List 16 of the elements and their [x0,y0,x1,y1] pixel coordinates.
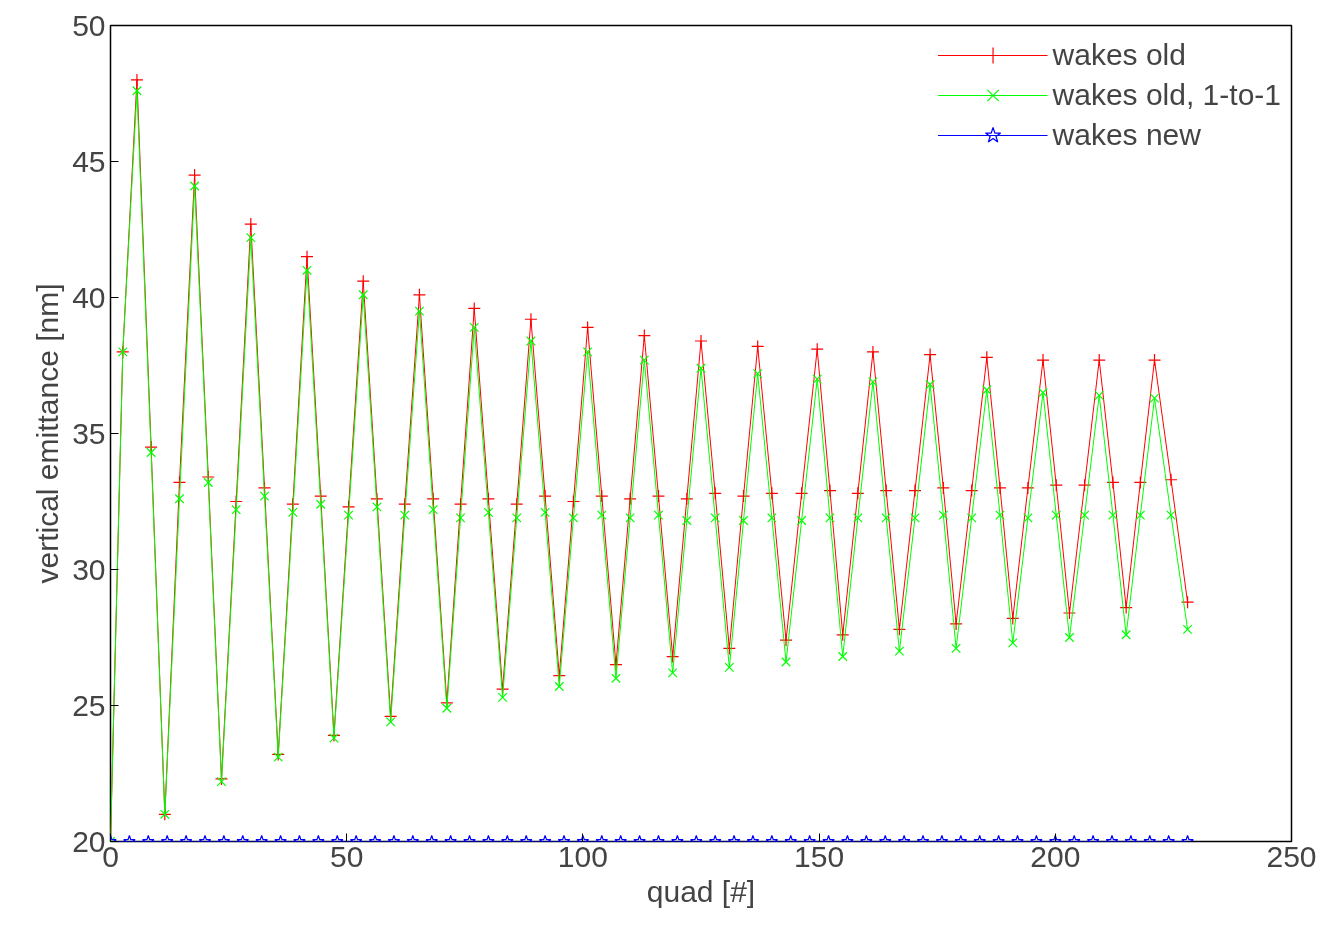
x-axis-title: quad [#] [646,874,756,908]
y-tick-label: 30 [72,552,106,586]
x-tick-label: 250 [1266,839,1317,873]
x-tick-label: 200 [1030,839,1081,873]
x-tick-label: 50 [330,839,364,873]
y-tick-label: 35 [72,416,106,450]
legend-label: wakes new [1052,117,1201,153]
legend-label: wakes old [1052,37,1186,73]
y-tick-label: 25 [72,688,106,722]
y-tick-label: 50 [72,8,106,42]
y-axis-title: vertical emittance [nm] [31,283,65,584]
y-tick-label: 40 [72,280,106,314]
legend-label: wakes old, 1-to-1 [1052,77,1281,113]
x-tick-label: 100 [557,839,608,873]
x-tick-label: 150 [794,839,845,873]
y-tick-label: 45 [72,144,106,178]
